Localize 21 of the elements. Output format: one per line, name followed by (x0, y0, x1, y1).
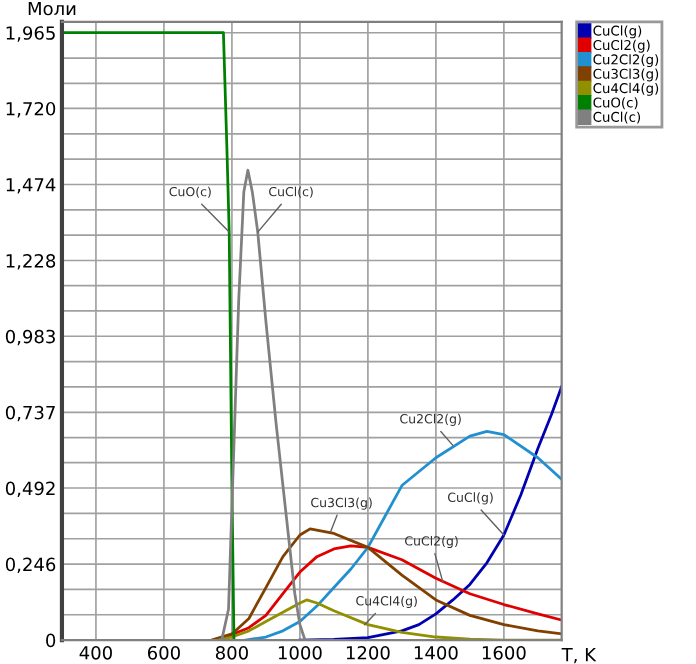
x-tick-label: 1600 (482, 645, 526, 660)
y-tick-label: 0,492 (5, 481, 55, 497)
x-axis-title: T, K (561, 648, 597, 664)
y-tick-label: 0,246 (5, 557, 56, 574)
y-tick-label: 0,737 (5, 405, 55, 422)
line-series (210, 527, 562, 641)
x-tick-label: 1200 (346, 645, 390, 660)
y-tick-label: 1,474 (6, 178, 56, 194)
x-tick-label: 1400 (414, 645, 458, 660)
x-tick-label: 1000 (278, 645, 322, 660)
x-tick-label: 600 (147, 645, 180, 660)
y-tick-label: 1,228 (6, 253, 56, 270)
y-tick-label: 1,965 (6, 26, 55, 42)
x-tick-label: 800 (215, 645, 248, 660)
line-series (61, 31, 236, 641)
y-tick-label: 0 (46, 633, 56, 648)
x-tick-label: 400 (79, 645, 112, 660)
y-axis-title: Моли (28, 1, 76, 16)
line-series (244, 430, 562, 641)
y-tick-label: 1,720 (6, 101, 56, 118)
y-tick-label: 0,983 (5, 329, 55, 346)
